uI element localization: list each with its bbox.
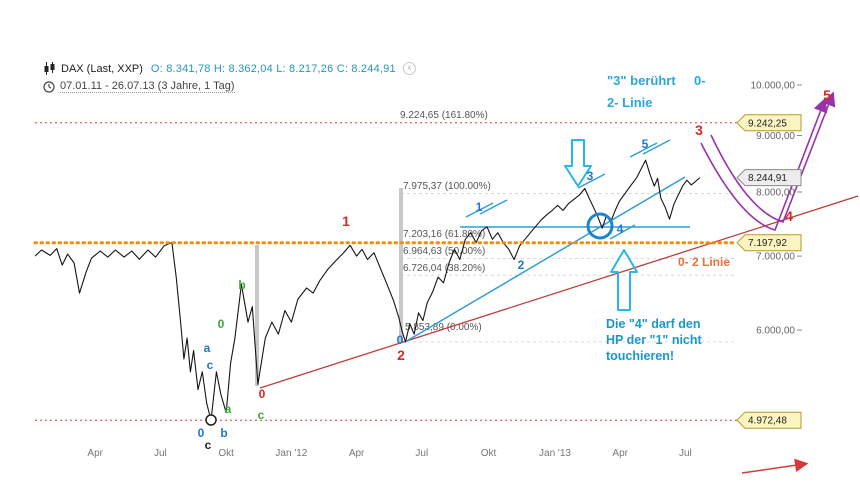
x-axis-label: Okt (481, 448, 497, 459)
projection-path[interactable] (710, 91, 836, 223)
x-axis-label: Jan '12 (275, 448, 307, 459)
price-tag (736, 234, 802, 252)
date-range-selector[interactable]: 07.01.11 - 26.07.13 (3 Jahre, 1 Tag) (60, 80, 235, 93)
wave-slash-mark[interactable] (629, 142, 658, 158)
wave-label[interactable]: b (238, 278, 245, 292)
note-text[interactable]: HP der "1" nicht (606, 333, 703, 347)
x-axis-label: Jan '13 (539, 448, 571, 459)
wave-label[interactable]: 0 (397, 333, 404, 347)
wave-label[interactable]: 2 (397, 347, 405, 363)
wave-slash-mark[interactable] (642, 139, 671, 155)
fib-level-label: 7.975,37 (100.00%) (403, 181, 491, 192)
wave-label[interactable]: c (207, 358, 214, 372)
alert-level-lines (33, 122, 739, 421)
trend-lines (259, 176, 859, 389)
wave-slash-mark[interactable] (479, 199, 508, 215)
wave-label[interactable]: b (220, 426, 227, 440)
wave-label[interactable]: 0 (198, 426, 205, 440)
price-tag-label: 7.197,92 (748, 238, 787, 249)
wave-label[interactable]: a (204, 341, 211, 355)
trend-line[interactable] (404, 176, 686, 343)
fib-level-label: 6.964,63 (50.00%) (403, 246, 485, 257)
x-axis-label: Okt (218, 448, 234, 459)
price-line (34, 159, 701, 421)
wave-label[interactable]: c (205, 438, 212, 452)
chart-axes: 10.000,00 9.000,00 8.000,00 7.000,00 6.000,0… (87, 81, 802, 459)
y-axis-label: 10.000,00 (751, 81, 796, 92)
projection-path[interactable] (700, 97, 828, 231)
x-axis-label: Apr (612, 448, 628, 459)
wave-label[interactable]: 5 (823, 87, 831, 103)
x-axis-label: Jul (415, 448, 428, 459)
x-axis-label: Jul (154, 448, 167, 459)
note-text[interactable]: "3" berührt (607, 73, 676, 88)
wave-label[interactable]: 2 (518, 258, 525, 272)
y-axis-label: 7.000,00 (756, 252, 795, 263)
highlight-circle[interactable] (586, 212, 614, 240)
fib-level-label: 6.726,04 (38.20%) (403, 263, 485, 274)
note-text[interactable]: 2- Linie (607, 95, 653, 110)
x-axis-label: Apr (349, 448, 365, 459)
wave-label[interactable]: c (258, 408, 265, 422)
x-axis-label: Jul (679, 448, 692, 459)
fib-level-label: 7.203,16 (61.80%) (403, 229, 485, 240)
trend-line[interactable] (259, 195, 859, 389)
block-arrow-up-icon[interactable] (610, 249, 638, 311)
wave-label[interactable]: 1 (476, 200, 483, 214)
wave-label[interactable]: 4 (617, 222, 624, 236)
wave-label[interactable]: 0 (259, 387, 266, 401)
wave-label[interactable]: 3 (587, 169, 594, 183)
wave-label[interactable]: 4 (785, 208, 793, 224)
wave-label[interactable]: 3 (695, 122, 703, 138)
fibonacci-levels: 9.224,65 (161.80%) 7.975,37 (100.00%) 7.20… (400, 110, 737, 343)
candlestick-icon (43, 62, 56, 75)
price-tag (736, 411, 802, 429)
clock-icon (43, 80, 55, 93)
close-icon[interactable]: x (402, 62, 416, 75)
y-axis-label: 9.000,00 (756, 131, 795, 142)
price-tag-label: 8.244,91 (748, 173, 787, 184)
price-tag (736, 169, 802, 187)
note-text[interactable]: Die "4" darf den (606, 317, 701, 331)
wave-label[interactable]: 1 (342, 213, 350, 229)
wave-label[interactable]: 0 (218, 317, 225, 331)
wave-label[interactable]: a (225, 402, 232, 416)
wave-slash-mark[interactable] (577, 173, 606, 189)
wave-label[interactable]: 5 (642, 137, 649, 151)
y-axis-label: 6.000,00 (756, 326, 795, 337)
fib-level-label: 5.853,89 (0.00%) (405, 322, 482, 333)
note-text[interactable]: touchieren! (606, 349, 674, 363)
price-tag (736, 114, 802, 132)
ohlc-values: O: 8.341,78 H: 8.362,04 L: 8.217,26 C: 8… (150, 62, 396, 75)
low-point-ring-marker[interactable] (205, 414, 217, 426)
price-tag-label: 4.972,48 (748, 416, 787, 427)
measurement-bars (255, 188, 403, 386)
red-arrow-icon[interactable] (741, 458, 809, 474)
x-axis-label: Apr (87, 448, 103, 459)
price-tag-label: 9.242,25 (748, 118, 787, 129)
y-axis-label: 8.000,00 (756, 188, 795, 199)
note-text[interactable]: 0- 2 Linie (678, 255, 730, 269)
fib-level-label: 9.224,65 (161.80%) (400, 110, 488, 121)
drawing-overlays (205, 91, 836, 474)
wave-slash-mark[interactable] (609, 224, 636, 240)
wave-slash-mark[interactable] (465, 202, 494, 218)
block-arrow-down-icon[interactable] (564, 139, 592, 187)
symbol-title: DAX (Last, XXP) (61, 62, 143, 75)
chart-legend: DAX (Last, XXP) O: 8.341,78 H: 8.362,04 … (43, 61, 416, 94)
note-text[interactable]: 0- (694, 73, 706, 88)
price-series (34, 159, 701, 421)
